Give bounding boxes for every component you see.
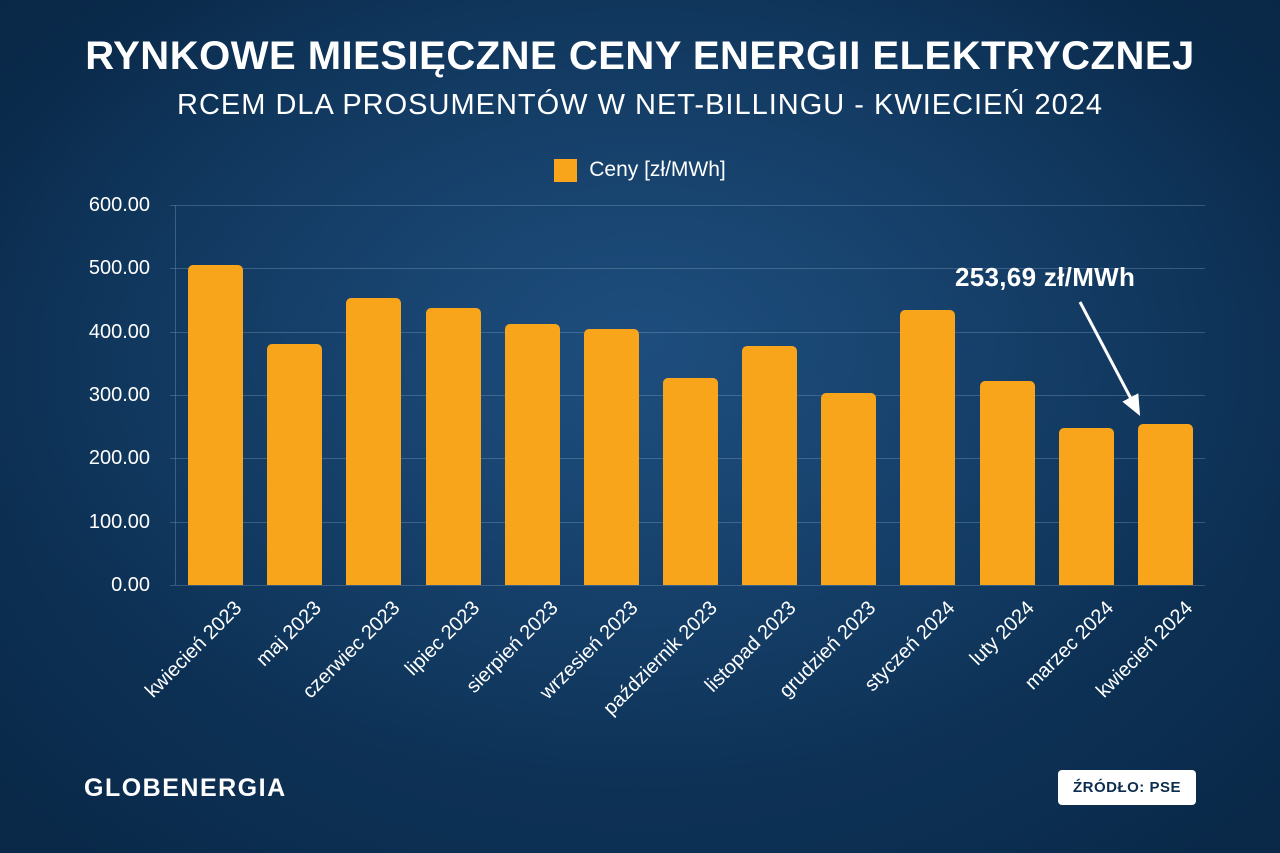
bar bbox=[346, 298, 402, 585]
bar-slot bbox=[255, 205, 334, 585]
bar bbox=[267, 344, 323, 585]
x-tick: kwiecień 2023 bbox=[141, 585, 254, 765]
annotation-arrow-icon bbox=[1078, 301, 1141, 416]
bar bbox=[663, 377, 719, 585]
bar-slot bbox=[572, 205, 651, 585]
x-tick-label: kwiecień 2023 bbox=[140, 597, 247, 703]
x-tick: styczeń 2024 bbox=[860, 585, 967, 765]
bar-slot bbox=[651, 205, 730, 585]
bar bbox=[583, 328, 639, 585]
y-tick-label: 200.00 bbox=[88, 447, 150, 469]
bar bbox=[504, 324, 560, 585]
gridline bbox=[170, 332, 1205, 333]
bar-slot bbox=[334, 205, 413, 585]
bar bbox=[188, 265, 244, 585]
y-tick-label: 500.00 bbox=[88, 257, 150, 279]
bar-slot bbox=[176, 205, 255, 585]
x-axis-labels: kwiecień 2023 maj 2023 czerwiec 2023 lipiec… bbox=[141, 585, 1205, 765]
bar-slot bbox=[493, 205, 572, 585]
x-tick: kwiecień 2024 bbox=[1092, 585, 1205, 765]
x-tick: czerwiec 2023 bbox=[299, 585, 412, 765]
legend-label: Ceny [zł/MWh] bbox=[589, 158, 726, 181]
y-tick-label: 100.00 bbox=[88, 511, 150, 533]
plot-area bbox=[170, 205, 1205, 586]
gridline bbox=[170, 205, 1205, 206]
y-axis-labels: 600.00 500.00 400.00 300.00 200.00 100.00 0.00 bbox=[0, 194, 160, 596]
bar-slot bbox=[809, 205, 888, 585]
bar bbox=[425, 308, 481, 585]
gridline bbox=[170, 268, 1205, 269]
legend-swatch bbox=[554, 158, 578, 182]
bar bbox=[900, 310, 956, 585]
page-title: RYNKOWE MIESIĘCZNE CENY ENERGII ELEKTRYC… bbox=[85, 34, 1195, 78]
bar-slot bbox=[1126, 205, 1205, 585]
bar-slot bbox=[730, 205, 809, 585]
bar bbox=[1058, 427, 1114, 585]
y-tick-label: 600.00 bbox=[88, 194, 150, 216]
brand-logo: GLOBENERGIA bbox=[84, 774, 287, 802]
bar-slot bbox=[888, 205, 967, 585]
x-tick-label: lipiec 2023 bbox=[400, 597, 484, 681]
bar-chart: 600.00 500.00 400.00 300.00 200.00 100.00 0.00… bbox=[0, 190, 1280, 780]
bar-slot bbox=[968, 205, 1047, 585]
y-tick-label: 0.00 bbox=[111, 574, 150, 596]
bars bbox=[176, 205, 1205, 585]
bar-slot bbox=[413, 205, 492, 585]
page-subtitle: RCEM DLA PROSUMENTÓW W NET-BILLINGU - KW… bbox=[177, 89, 1103, 121]
bar-slot bbox=[1047, 205, 1126, 585]
source-badge: ŹRÓDŁO: PSE bbox=[1057, 770, 1196, 805]
y-tick-label: 400.00 bbox=[88, 321, 150, 343]
gridline bbox=[170, 585, 1205, 586]
bar bbox=[1137, 424, 1193, 585]
bar bbox=[821, 393, 877, 585]
bar bbox=[742, 346, 798, 585]
x-tick-label: luty 2024 bbox=[965, 597, 1039, 670]
y-tick-label: 300.00 bbox=[88, 384, 150, 406]
chart-legend: Ceny [zł/MWh] bbox=[0, 158, 1280, 182]
annotation-label: 253,69 zł/MWh bbox=[955, 262, 1136, 292]
x-tick-label: maj 2023 bbox=[251, 597, 326, 671]
bar bbox=[979, 381, 1035, 585]
